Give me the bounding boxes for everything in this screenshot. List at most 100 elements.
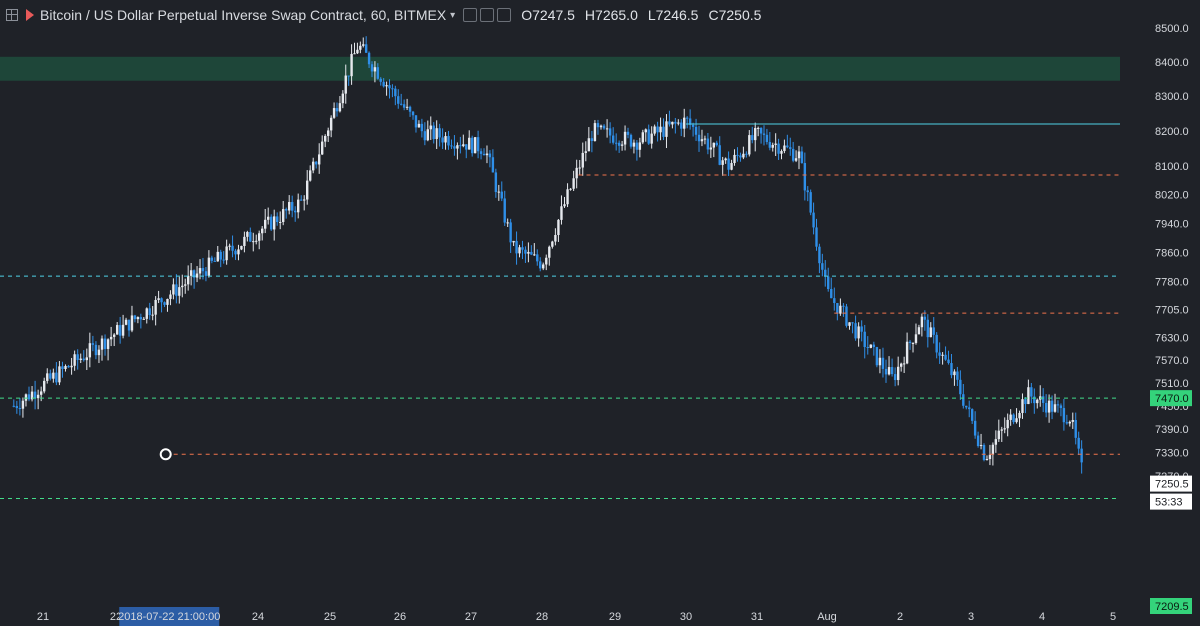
candle-body <box>417 123 421 128</box>
candle-body <box>929 327 932 338</box>
candle-body <box>685 117 689 119</box>
candle-body <box>944 354 947 360</box>
x-tick-label: 27 <box>465 611 477 623</box>
candle-body <box>896 366 900 381</box>
badge-green-level: 7470.0 <box>1155 393 1189 405</box>
candle-body <box>491 157 495 173</box>
flag-icon[interactable] <box>26 9 34 21</box>
candle-body <box>482 153 486 156</box>
candle-body <box>367 52 371 65</box>
candle-body <box>884 368 888 375</box>
x-tick-label: 26 <box>394 611 406 623</box>
candle-body <box>399 103 403 105</box>
badge-bottom-level-bg <box>1150 598 1192 614</box>
candle-body <box>309 170 312 181</box>
candle-body <box>1041 396 1045 403</box>
symbol-title[interactable]: Bitcoin / US Dollar Perpetual Inverse Sw… <box>40 7 447 23</box>
candle-body <box>1024 399 1027 405</box>
candle-body <box>181 285 184 288</box>
candle-body <box>527 251 530 254</box>
candle-body <box>878 357 882 366</box>
candle-body <box>938 352 941 356</box>
candle-body <box>145 308 148 319</box>
candle-body <box>497 191 501 193</box>
candle-body <box>1077 437 1080 449</box>
candle-body <box>635 142 639 150</box>
candle-body <box>599 125 603 128</box>
candle-body <box>115 325 119 335</box>
candle-body <box>30 391 34 400</box>
candle-body <box>706 138 710 150</box>
candle-body <box>836 303 839 314</box>
candle-body <box>420 123 424 132</box>
candle-body <box>234 250 237 255</box>
candle-body <box>142 318 146 320</box>
candle-body <box>578 167 581 169</box>
candle-body <box>575 167 578 179</box>
candle-body <box>736 154 739 156</box>
candle-body <box>252 241 255 243</box>
candle-body <box>43 380 46 392</box>
candle-body <box>611 135 615 143</box>
candle-body <box>789 147 792 149</box>
candle-body <box>518 247 521 254</box>
candle-body <box>742 153 745 158</box>
candle-body <box>941 354 944 356</box>
candle-body <box>768 142 772 148</box>
candle-body <box>473 137 477 154</box>
settings-icon[interactable] <box>463 8 478 22</box>
candle-body <box>887 367 891 375</box>
candle-body <box>347 75 350 77</box>
candle-body <box>127 319 131 331</box>
candle-body <box>653 126 656 134</box>
x-tick-label: 22 <box>110 611 122 623</box>
candle-body <box>521 247 524 250</box>
candle-body <box>121 324 125 336</box>
candle-body <box>533 254 536 256</box>
candle-body <box>15 405 19 409</box>
candle-body <box>1015 418 1018 423</box>
candle-body <box>186 275 190 285</box>
candle-body <box>264 219 267 229</box>
candle-body <box>677 122 680 124</box>
candle-body <box>88 343 92 358</box>
x-tick-label: 31 <box>751 611 763 623</box>
candle-body <box>362 44 365 46</box>
caret-down-icon[interactable]: ▾ <box>450 9 456 21</box>
candle-body <box>596 123 600 128</box>
candle-body <box>306 180 309 200</box>
candle-body <box>364 44 368 53</box>
candle-body <box>908 341 912 344</box>
candle-body <box>824 269 827 277</box>
candle-body <box>914 334 918 343</box>
candle-body <box>335 108 339 112</box>
candle-body <box>178 287 181 296</box>
candle-body <box>97 349 101 356</box>
candle-body <box>962 394 965 406</box>
candle-body <box>166 298 169 305</box>
candle-body <box>683 117 686 129</box>
candle-body <box>100 338 104 350</box>
badge-last-price: 7250.5 <box>1155 479 1189 491</box>
candle-body <box>503 198 506 223</box>
plus-box-icon[interactable] <box>6 9 18 21</box>
candle-body <box>494 172 498 193</box>
eye-icon[interactable] <box>480 8 495 22</box>
candle-body <box>809 192 812 213</box>
ohlc-high: H7265.0 <box>584 7 638 23</box>
candle-body <box>321 141 324 155</box>
candle-body <box>1059 405 1063 409</box>
candle-body <box>408 106 412 112</box>
candle-body <box>524 249 527 254</box>
candle-body <box>353 53 356 55</box>
candle-body <box>258 233 261 241</box>
candle-body <box>1062 408 1066 423</box>
candle-body <box>216 251 219 262</box>
candle-body <box>52 372 55 379</box>
candle-body <box>327 130 330 136</box>
close-icon[interactable] <box>497 8 512 22</box>
candle-body <box>1050 400 1054 412</box>
candle-body <box>863 331 866 347</box>
candle-body <box>920 316 924 328</box>
